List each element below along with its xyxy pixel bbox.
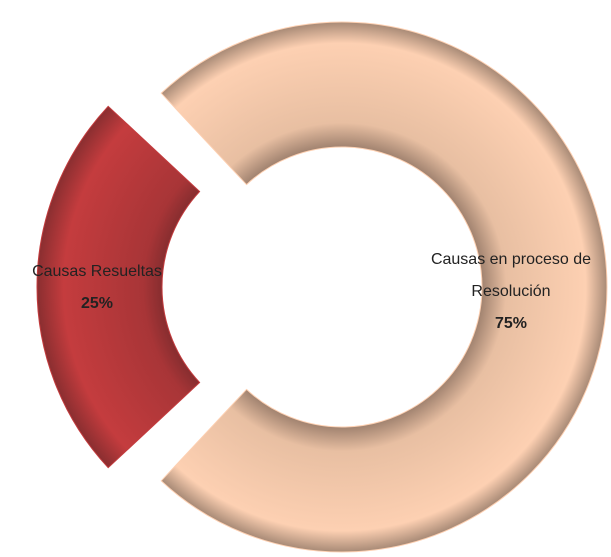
slice-label: Causas Resueltas 25% (2, 256, 192, 320)
donut-slice (36, 105, 201, 469)
category-label: Causas Resueltas (32, 263, 162, 280)
donut-slice (160, 21, 608, 553)
value-label: 75% (494, 315, 528, 332)
slice-label: Causas en proceso de Resolución 75% (411, 244, 611, 340)
category-label: Causas en proceso de Resolución (430, 251, 592, 300)
value-label: 25% (80, 295, 114, 312)
